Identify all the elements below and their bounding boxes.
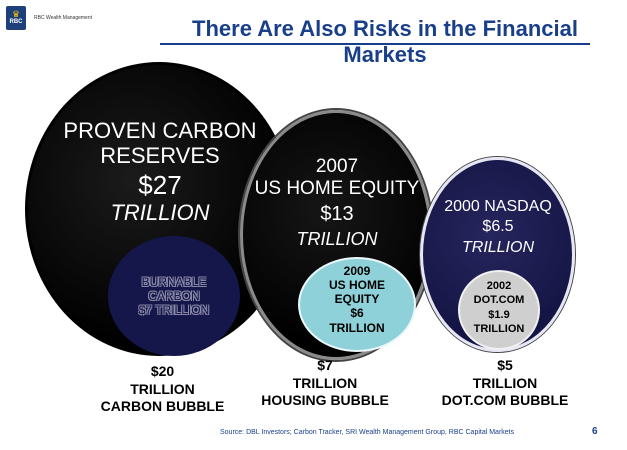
burnable-line2: CARBON	[148, 288, 200, 303]
home-equity-label: 2007 US HOME EQUITY $13 TRILLION	[252, 156, 422, 249]
housing-bubble-amount: $7	[317, 357, 333, 373]
carbon-unit: TRILLION	[110, 200, 210, 226]
carbon-bubble-amount: $20	[150, 363, 175, 379]
dot-inner-line1: 2002	[486, 280, 512, 292]
carbon-bubble-caption: $20 TRILLION CARBON BUBBLE	[95, 363, 230, 416]
housing-bubble-caption: $7 TRILLION HOUSING BUBBLE	[255, 357, 395, 410]
brand-name: RBC Wealth Management	[34, 15, 92, 21]
nasdaq-label: 2000 NASDAQ $6.5 TRILLION	[428, 198, 568, 257]
home-inner-line3: EQUITY	[334, 292, 380, 307]
burnable-carbon-label: BURNABLE CARBON $7 TRILLION	[112, 275, 236, 317]
slide-title: There Are Also Risks in the Financial Ma…	[192, 16, 578, 67]
brand-logo: ♛ RBC RBC Wealth Management	[6, 6, 92, 30]
home-equity-2009-label: 2009 US HOME EQUITY $6 TRILLION	[300, 264, 414, 335]
rbc-lion-icon: ♛ RBC	[6, 6, 26, 30]
carbon-amount: $27	[138, 169, 182, 200]
home-inner-line1: 2009	[343, 264, 371, 278]
dot-inner-line4: TRILLION	[473, 322, 525, 335]
housing-bubble-label: HOUSING BUBBLE	[261, 392, 389, 408]
burnable-carbon-circle	[108, 236, 240, 356]
nasdaq-circle	[420, 157, 575, 352]
dotcom-bubble-unit: TRILLION	[472, 374, 538, 391]
carbon-line2: RESERVES	[100, 143, 220, 169]
carbon-bubble-unit: TRILLION	[130, 380, 195, 397]
dotcom-bubble-amount: $5	[497, 357, 513, 373]
burnable-line3: $7 TRILLION	[138, 302, 210, 317]
dot-inner-line2: DOT.COM	[473, 294, 525, 307]
dotcom-bubble-label: DOT.COM BUBBLE	[441, 392, 569, 408]
dotcom-bubble-caption: $5 TRILLION DOT.COM BUBBLE	[430, 357, 580, 410]
home-inner-line4: $6	[350, 306, 364, 321]
title-underline	[160, 43, 590, 45]
carbon-bubble-label: CARBON BUBBLE	[100, 398, 225, 414]
dotcom-2002-circle	[458, 270, 540, 350]
nasdaq-amount: $6.5	[482, 218, 514, 236]
housing-bubble-unit: TRILLION	[292, 374, 358, 391]
home-equity-2009-circle	[298, 257, 416, 352]
home-inner-line2: US HOME	[328, 278, 385, 293]
home-inner-line5: TRILLION	[329, 320, 385, 335]
carbon-line1: PROVEN CARBON	[63, 118, 257, 143]
home-unit: TRILLION	[296, 228, 378, 249]
source-note: Source: DBL Investors; Carbon Tracker, S…	[220, 429, 515, 436]
dotcom-2002-label: 2002 DOT.COM $1.9 TRILLION	[460, 279, 538, 336]
dot-inner-line3: $1.9	[488, 308, 510, 321]
page-number: 6	[592, 426, 598, 437]
home-amount: $13	[320, 202, 354, 225]
burnable-line1: BURNABLE	[141, 275, 207, 289]
nasdaq-line1: 2000 NASDAQ	[444, 198, 552, 215]
home-line2: US HOME EQUITY	[254, 177, 420, 199]
nasdaq-unit: TRILLION	[461, 238, 534, 256]
carbon-reserves-label: PROVEN CARBON RESERVES $27 TRILLION	[40, 118, 280, 226]
home-line1: 2007	[315, 156, 359, 177]
